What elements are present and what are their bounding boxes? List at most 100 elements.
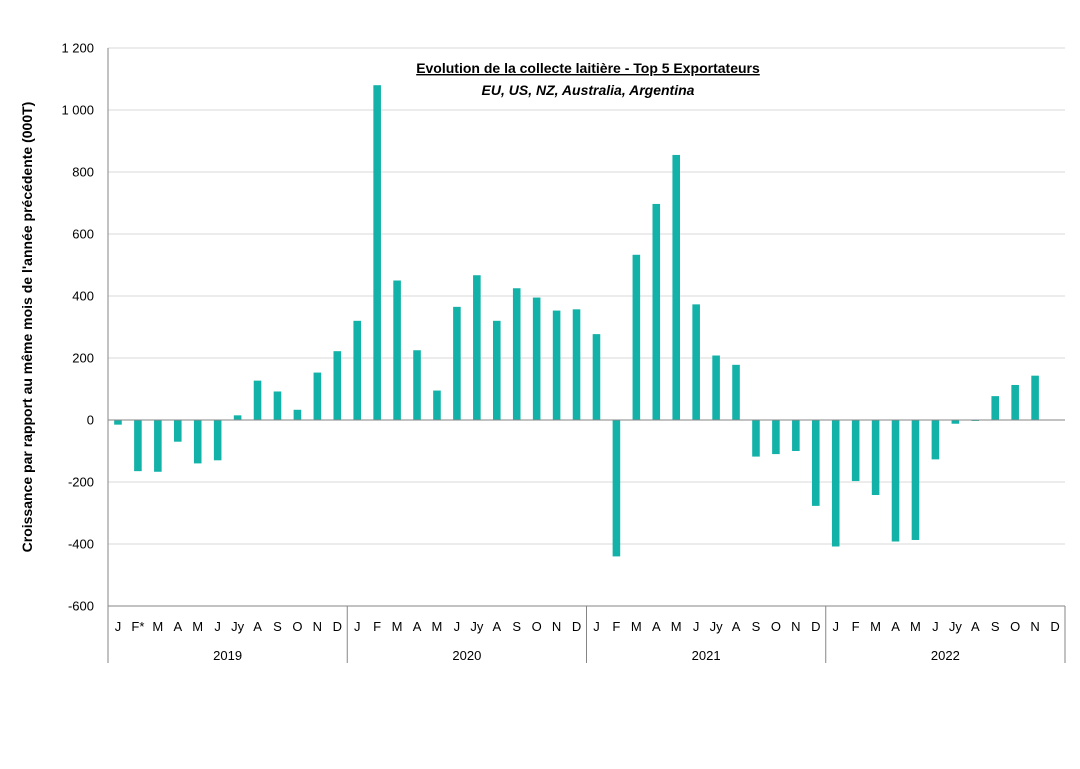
- bar: [492, 320, 501, 420]
- month-label: Jy: [231, 619, 245, 634]
- month-label: F*: [131, 619, 144, 634]
- month-label: F: [612, 619, 620, 634]
- bar: [413, 350, 421, 420]
- bar: [931, 420, 940, 460]
- bar: [871, 420, 880, 496]
- bar: [293, 409, 302, 420]
- bar: [712, 355, 720, 420]
- month-label: A: [652, 619, 661, 634]
- month-label: D: [572, 619, 581, 634]
- bar: [672, 154, 681, 420]
- y-tick-label: 1 000: [61, 103, 94, 118]
- month-label: A: [173, 619, 182, 634]
- bar: [891, 420, 900, 542]
- bar: [752, 420, 760, 457]
- month-label: S: [991, 619, 1000, 634]
- y-tick-label: 1 200: [61, 41, 94, 56]
- bar: [453, 306, 461, 420]
- bar: [393, 280, 401, 420]
- bar: [333, 351, 342, 420]
- bar: [652, 203, 661, 420]
- bar: [1031, 375, 1039, 420]
- chart-title: Evolution de la collecte laitière - Top …: [416, 60, 760, 76]
- month-label: O: [771, 619, 781, 634]
- month-label: D: [811, 619, 820, 634]
- bar: [552, 310, 561, 420]
- bar: [532, 297, 541, 420]
- month-label: M: [432, 619, 443, 634]
- month-label: N: [1030, 619, 1039, 634]
- month-label: F: [373, 619, 381, 634]
- y-tick-label: -200: [68, 475, 94, 490]
- month-label: N: [313, 619, 322, 634]
- bar: [692, 304, 700, 420]
- y-tick-label: 600: [72, 227, 94, 242]
- month-label: J: [454, 619, 461, 634]
- bar: [732, 364, 740, 420]
- month-label: F: [852, 619, 860, 634]
- year-label: 2020: [452, 648, 481, 663]
- month-label: J: [593, 619, 600, 634]
- month-label: J: [214, 619, 221, 634]
- month-label: M: [152, 619, 163, 634]
- y-tick-label: 800: [72, 165, 94, 180]
- month-label: S: [752, 619, 761, 634]
- chart-subtitle: EU, US, NZ, Australia, Argentina: [482, 82, 695, 98]
- month-label: J: [115, 619, 122, 634]
- month-label: M: [631, 619, 642, 634]
- bar: [433, 390, 441, 420]
- bar: [592, 334, 601, 420]
- y-axis-label: Croissance par rapport au même mois de l…: [19, 102, 35, 553]
- bar: [792, 420, 800, 451]
- month-label: A: [413, 619, 422, 634]
- y-tick-labels: -600 -400 -200 0 200 400 600 800 1 000 1 200: [61, 41, 94, 614]
- bar: [473, 275, 481, 420]
- month-label: M: [870, 619, 881, 634]
- x-category-labels: J F* M A M J Jy A S O N D J F M A M J Jy A S O N D J F M A M J Jy A S O N D…: [115, 619, 1060, 663]
- bar: [173, 420, 182, 442]
- bar: [373, 85, 381, 420]
- month-label: A: [492, 619, 501, 634]
- bar: [991, 396, 1000, 420]
- month-label: M: [910, 619, 921, 634]
- year-label: 2019: [213, 648, 242, 663]
- axes: [107, 48, 1066, 663]
- month-label: N: [552, 619, 561, 634]
- year-label: 2022: [931, 648, 960, 663]
- month-label: O: [532, 619, 542, 634]
- y-tick-label: 0: [87, 413, 94, 428]
- bar: [233, 415, 242, 420]
- bar: [612, 420, 621, 557]
- bar: [273, 391, 282, 420]
- month-label: M: [671, 619, 682, 634]
- month-label: J: [932, 619, 939, 634]
- year-label: 2021: [692, 648, 721, 663]
- month-label: D: [1050, 619, 1059, 634]
- month-label: M: [392, 619, 403, 634]
- bar: [193, 420, 202, 464]
- bar: [253, 380, 262, 420]
- month-label: A: [732, 619, 741, 634]
- month-label: D: [333, 619, 342, 634]
- bar: [512, 288, 521, 420]
- gridlines: [108, 47, 1065, 607]
- y-tick-label: 400: [72, 289, 94, 304]
- month-label: N: [791, 619, 800, 634]
- bar: [911, 420, 920, 540]
- month-label: A: [253, 619, 262, 634]
- bar: [154, 420, 162, 472]
- y-tick-label: 200: [72, 351, 94, 366]
- bar: [213, 420, 222, 461]
- bar: [1011, 384, 1019, 420]
- bar: [313, 372, 322, 420]
- month-label: Jy: [949, 619, 963, 634]
- month-label: J: [354, 619, 361, 634]
- y-tick-label: -400: [68, 537, 94, 552]
- bar: [353, 320, 362, 420]
- month-label: A: [891, 619, 900, 634]
- bar: [134, 420, 142, 472]
- bar: [851, 420, 860, 482]
- month-label: A: [971, 619, 980, 634]
- month-label: Jy: [710, 619, 724, 634]
